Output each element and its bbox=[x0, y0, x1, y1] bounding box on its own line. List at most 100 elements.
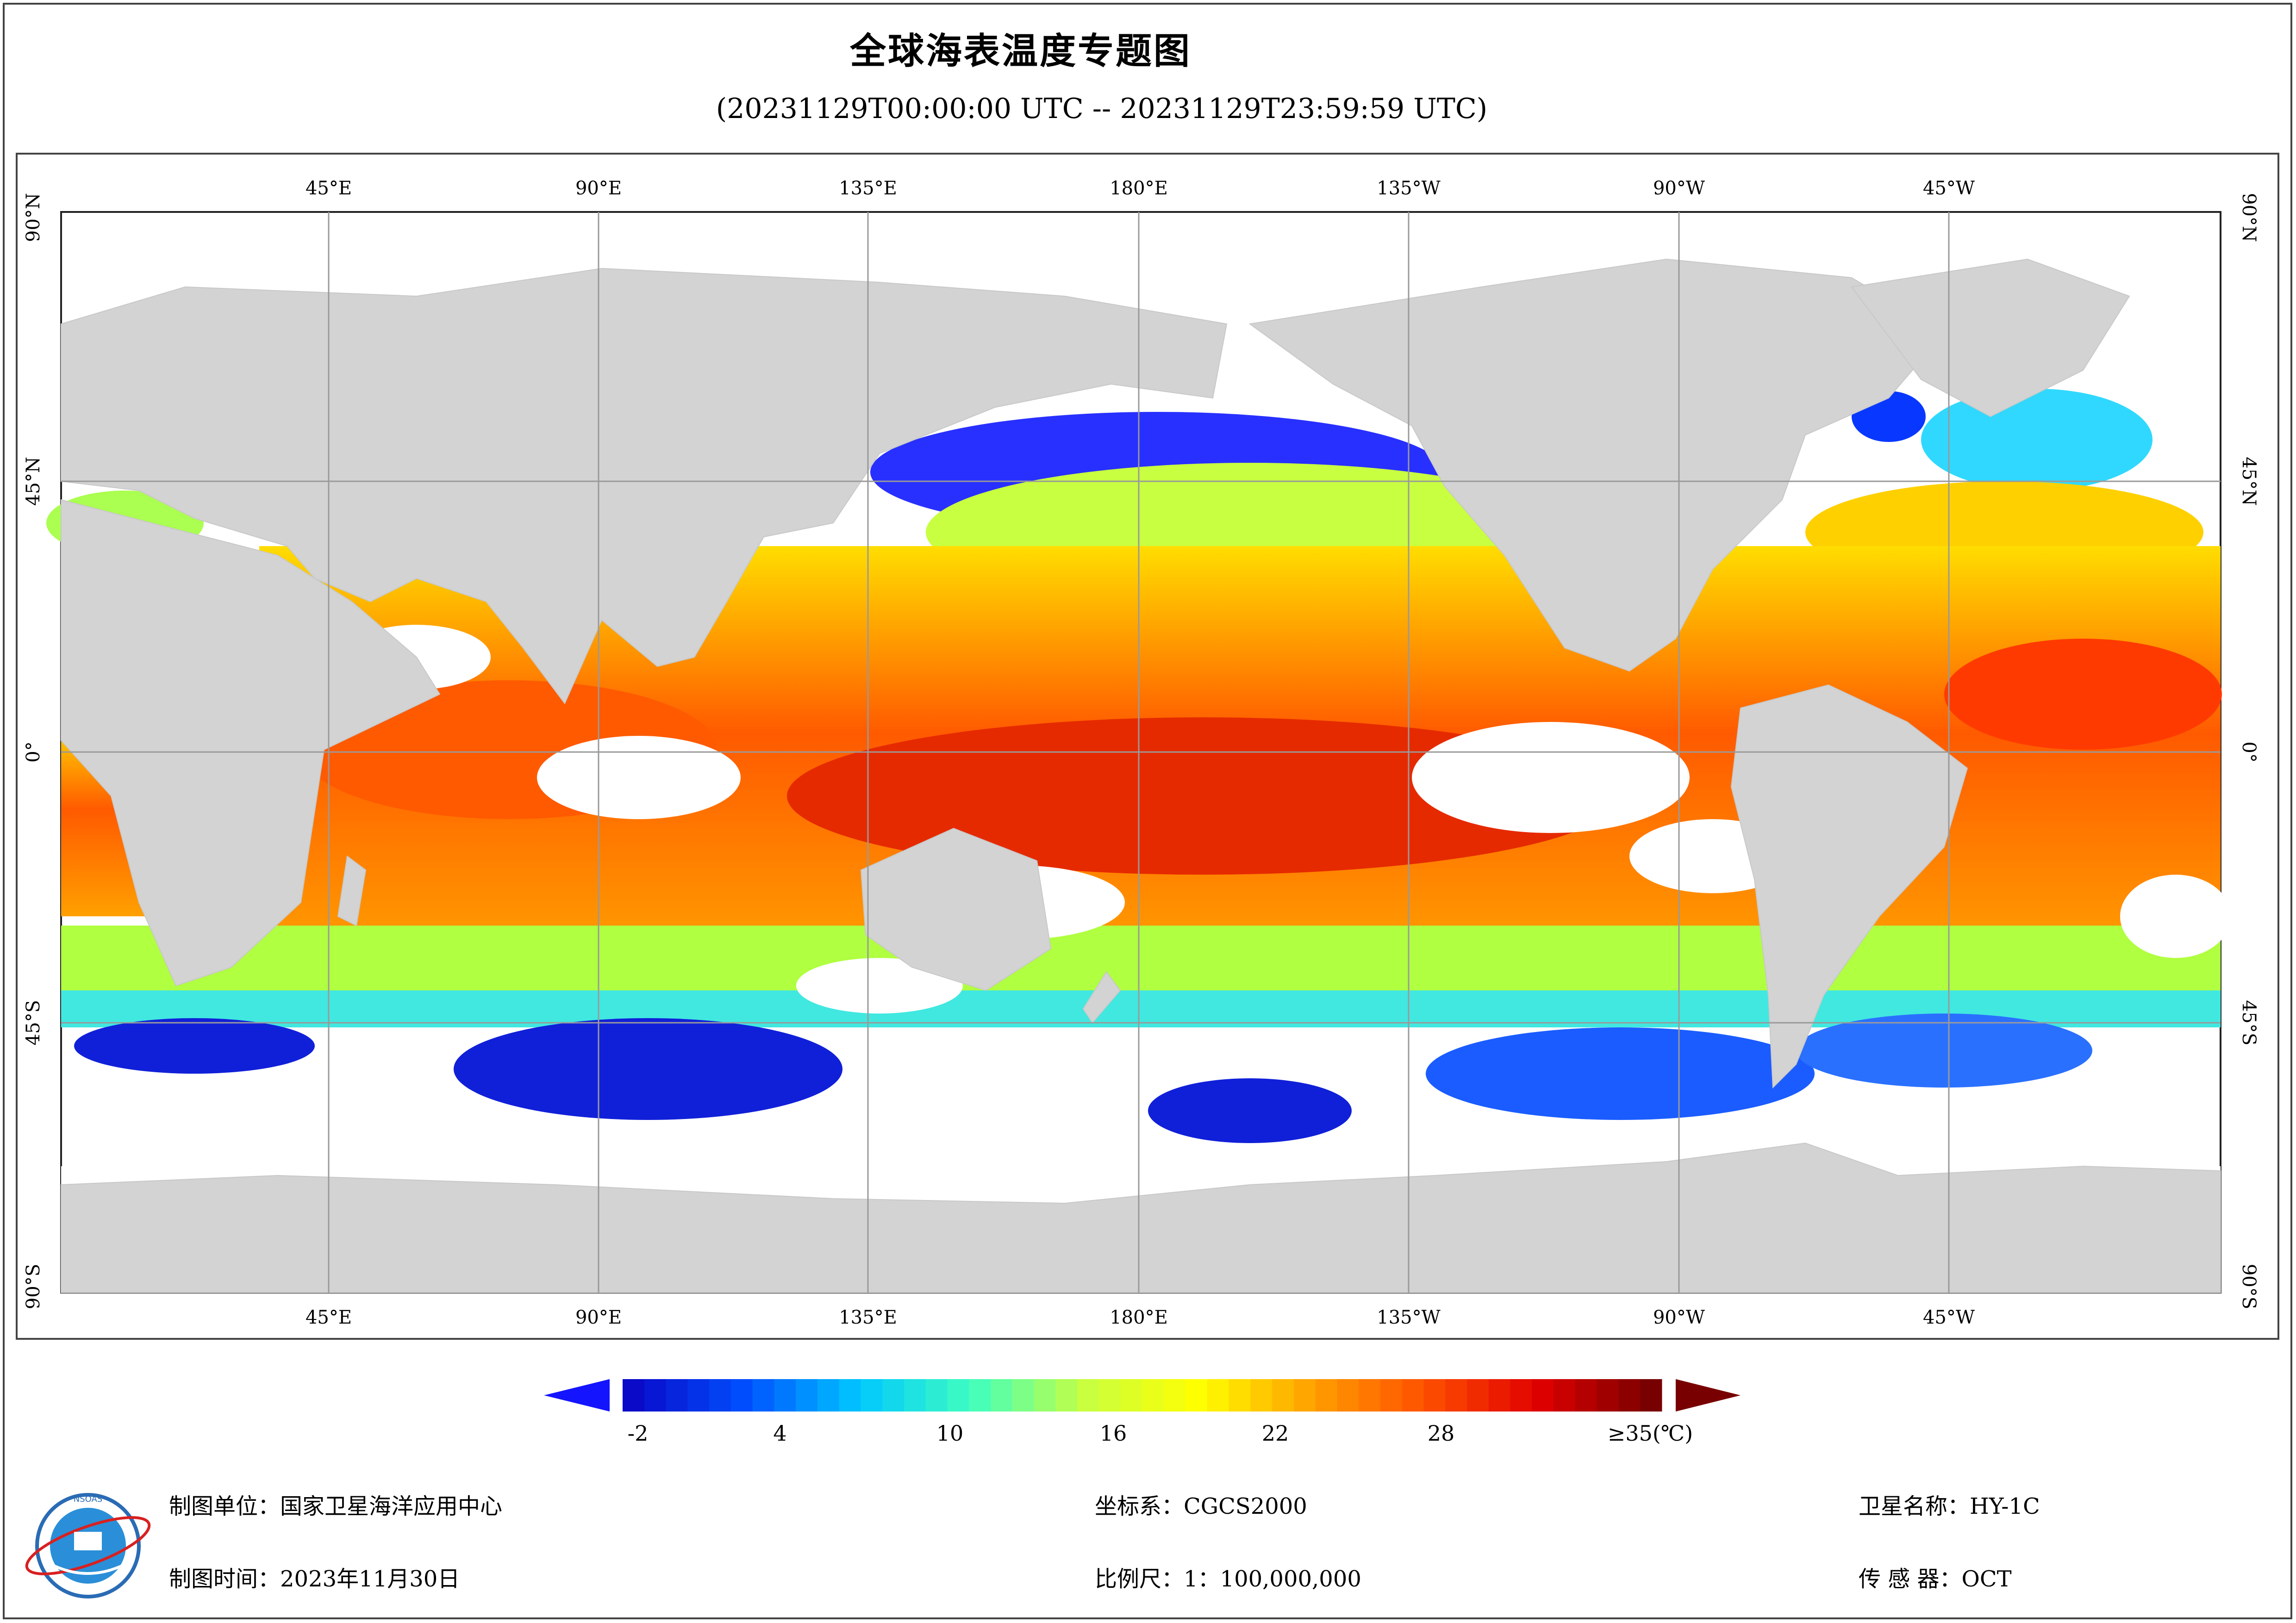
longitude-label-bottom: 90°W bbox=[1653, 1307, 1705, 1328]
colorbar-cell bbox=[1488, 1379, 1511, 1412]
longitude-label-bottom: 180°E bbox=[1110, 1307, 1168, 1328]
sst-southern-ocean-4 bbox=[1796, 1014, 2092, 1088]
outer-frame bbox=[3, 3, 2292, 1619]
colorbar-cell bbox=[1597, 1379, 1619, 1412]
land-australia bbox=[860, 827, 1052, 991]
map-plot-area bbox=[46, 211, 2231, 1293]
sst-southern-ocean-2 bbox=[1148, 1078, 1352, 1143]
colorbar-cell bbox=[1229, 1379, 1251, 1412]
land-africa bbox=[61, 499, 441, 987]
longitude-label-top: 90°E bbox=[575, 178, 622, 199]
longitude-label-bottom: 45°E bbox=[306, 1307, 352, 1328]
longitude-labels-top: 45°E 90°E 135°E 180°E 135°W 90°W 45°W bbox=[306, 178, 1975, 199]
colorbar-min-arrow bbox=[544, 1379, 610, 1412]
land-north-america bbox=[1248, 258, 1945, 672]
map-frame bbox=[16, 153, 2279, 1340]
sst-warm-pool bbox=[787, 717, 1620, 875]
colorbar-cell bbox=[644, 1379, 667, 1412]
colorbar-cell bbox=[1164, 1379, 1186, 1412]
colorbar-tick-label: 28 bbox=[1427, 1421, 1455, 1446]
longitude-label-top: 45°E bbox=[306, 178, 352, 199]
latitude-label-left: 45°S bbox=[23, 1000, 44, 1045]
latitude-label-left: 0° bbox=[23, 741, 44, 762]
latitude-label-left: 90°N bbox=[23, 193, 44, 242]
colorbar-cell bbox=[882, 1379, 905, 1412]
longitude-label-bottom: 135°E bbox=[839, 1307, 897, 1328]
colorbar-cell bbox=[709, 1379, 731, 1412]
colorbar-cell bbox=[752, 1379, 774, 1412]
latitude-labels-left: 90°N 45°N 0° 45°S 90°S bbox=[23, 193, 44, 1309]
land-masses bbox=[61, 258, 2221, 1293]
map-title: 全球海表温度专题图 bbox=[849, 31, 1192, 72]
colorbar-cell bbox=[1012, 1379, 1035, 1412]
colorbar-cell bbox=[1098, 1379, 1121, 1412]
colorbar-cell bbox=[1423, 1379, 1446, 1412]
colorbar-cell bbox=[1185, 1379, 1208, 1412]
colorbar-cell bbox=[1402, 1379, 1424, 1412]
graticule bbox=[61, 212, 2221, 1293]
land-madagascar bbox=[337, 855, 367, 927]
colorbar-cell bbox=[774, 1379, 796, 1412]
footer-coordinate-system: 坐标系：CGCS2000 bbox=[1095, 1493, 1307, 1519]
colorbar-cell bbox=[623, 1379, 645, 1412]
sst-cold-north-atlantic bbox=[1921, 389, 2152, 491]
colorbar-cell bbox=[861, 1379, 883, 1412]
colorbar-tick-label: 10 bbox=[936, 1421, 964, 1446]
latitude-label-right: 45°S bbox=[2238, 1000, 2259, 1045]
longitude-label-top: 180°E bbox=[1110, 178, 1168, 199]
nsoas-logo-icon: NSOAS bbox=[25, 1493, 151, 1598]
colorbar-cell bbox=[1315, 1379, 1337, 1412]
sst-southern-ocean-5 bbox=[74, 1018, 315, 1074]
colorbar-tick-label: 16 bbox=[1099, 1421, 1127, 1446]
longitude-label-bottom: 135°W bbox=[1377, 1307, 1440, 1328]
land-south-america bbox=[1730, 684, 1968, 1089]
colorbar-cell bbox=[1034, 1379, 1056, 1412]
colorbar-cell bbox=[839, 1379, 861, 1412]
colorbar-cell bbox=[1510, 1379, 1532, 1412]
colorbar-tick-label: ≥35(℃) bbox=[1607, 1421, 1693, 1446]
colorbar-cell bbox=[1618, 1379, 1641, 1412]
sst-atlantic-warm bbox=[1944, 639, 2222, 750]
colorbar-cell bbox=[687, 1379, 710, 1412]
latitude-label-right: 45°N bbox=[2238, 457, 2259, 506]
longitude-label-bottom: 45°W bbox=[1923, 1307, 1975, 1328]
latitude-label-right: 0° bbox=[2238, 741, 2259, 762]
colorbar-cell bbox=[991, 1379, 1013, 1412]
colorbar-cell bbox=[1272, 1379, 1294, 1412]
colorbar-cell bbox=[1250, 1379, 1273, 1412]
footer-satellite-name: 卫星名称：HY-1C bbox=[1859, 1493, 2040, 1519]
colorbar-cell bbox=[1554, 1379, 1576, 1412]
colorbar-cell bbox=[1532, 1379, 1554, 1412]
colorbar-cell bbox=[1120, 1379, 1142, 1412]
longitude-label-top: 90°W bbox=[1653, 178, 1705, 199]
colorbar-cell bbox=[1445, 1379, 1467, 1412]
colorbar-max-arrow bbox=[1676, 1379, 1741, 1412]
longitude-label-bottom: 90°E bbox=[575, 1307, 622, 1328]
colorbar-cell bbox=[1380, 1379, 1403, 1412]
colorbar-cell bbox=[1337, 1379, 1359, 1412]
sst-southern-ocean-3 bbox=[1426, 1027, 1815, 1120]
land-eurasia bbox=[61, 267, 1228, 704]
longitude-label-top: 135°W bbox=[1377, 178, 1440, 199]
colorbar-cell bbox=[1055, 1379, 1078, 1412]
colorbar-cell bbox=[1640, 1379, 1662, 1412]
longitude-labels-bottom: 45°E 90°E 135°E 180°E 135°W 90°W 45°W bbox=[306, 1307, 1975, 1328]
colorbar-cell bbox=[1077, 1379, 1099, 1412]
longitude-label-top: 45°W bbox=[1923, 178, 1975, 199]
footer-scale: 比例尺：1：100,000,000 bbox=[1095, 1566, 1361, 1592]
longitude-label-top: 135°E bbox=[839, 178, 897, 199]
colorbar-cell bbox=[904, 1379, 926, 1412]
footer-mapping-unit: 制图单位：国家卫星海洋应用中心 bbox=[169, 1493, 503, 1519]
colorbar-cell bbox=[1467, 1379, 1489, 1412]
map-subtitle: (20231129T00:00:00 UTC -- 20231129T23:59… bbox=[716, 93, 1488, 125]
logo-lettering: NSOAS bbox=[74, 1494, 102, 1504]
colorbar-cell bbox=[730, 1379, 753, 1412]
latitude-label-left: 45°N bbox=[23, 457, 44, 506]
latitude-label-right: 90°N bbox=[2238, 193, 2259, 242]
colorbar-cell bbox=[1142, 1379, 1164, 1412]
colorbar-cell bbox=[1207, 1379, 1229, 1412]
colorbar-cell bbox=[1575, 1379, 1597, 1412]
colorbar-cell bbox=[925, 1379, 948, 1412]
colorbar-cell bbox=[817, 1379, 840, 1412]
